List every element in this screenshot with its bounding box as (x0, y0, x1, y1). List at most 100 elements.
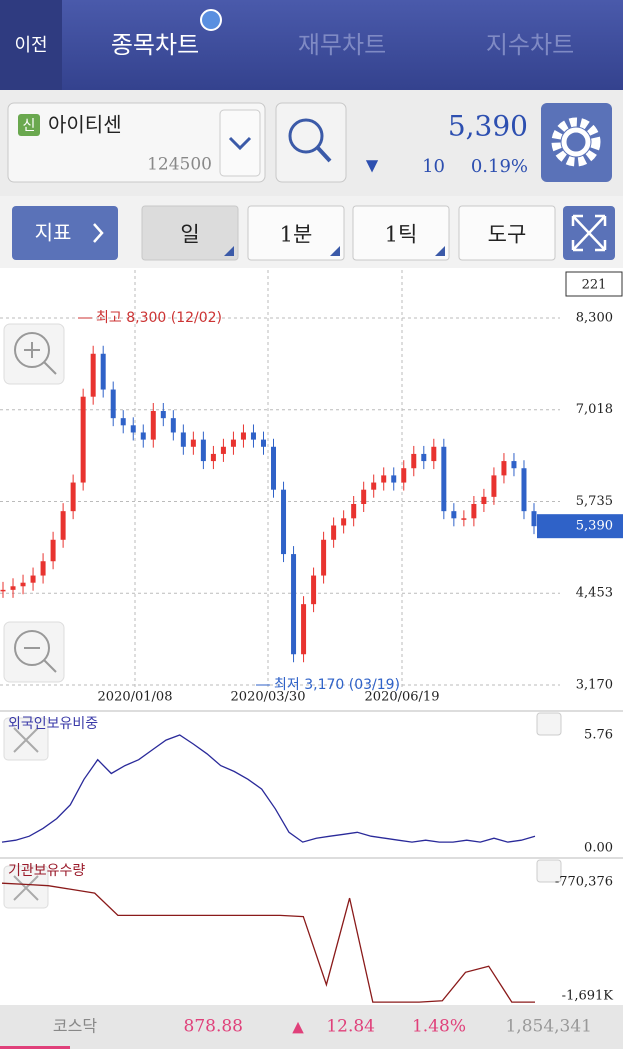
count-box (565, 271, 623, 297)
tab-badge (200, 9, 222, 31)
candle (180, 432, 186, 447)
y-tick-label: 0.00 (584, 841, 613, 856)
sub-title: 기관보유수량 (8, 863, 85, 879)
candle (0, 589, 6, 592)
back-label[interactable]: 이전 (14, 35, 47, 56)
candle (200, 439, 206, 462)
change-rate: 0.19% (471, 156, 528, 177)
candle (50, 539, 56, 562)
resize-button[interactable] (536, 712, 562, 736)
zoom-icon (24, 647, 57, 673)
candle (271, 446, 277, 490)
candle (30, 575, 36, 583)
sign: ▲ (292, 1018, 304, 1036)
candle (230, 439, 236, 447)
candle (311, 575, 317, 605)
period-label[interactable]: 일 (180, 223, 199, 247)
x-tick-label: 2020/03/30 (231, 690, 306, 705)
candle (411, 453, 417, 469)
candle (431, 446, 437, 462)
y-tick-label: 5.76 (584, 728, 613, 743)
settings-button[interactable] (541, 103, 612, 182)
volume: 1,854,341 (505, 1017, 592, 1037)
candle (381, 475, 387, 483)
candle (371, 482, 377, 490)
candle (40, 561, 46, 576)
period-button[interactable] (458, 205, 556, 261)
period-label[interactable]: 1분 (280, 223, 313, 247)
search-button[interactable] (275, 102, 347, 183)
candle (130, 425, 136, 433)
expand-icon (571, 214, 607, 252)
candle (281, 489, 287, 555)
change-sign: ▼ (366, 156, 379, 175)
candle (391, 475, 397, 483)
y-tick-label: 5,735 (576, 494, 613, 509)
candle (190, 439, 196, 447)
period-button[interactable] (141, 205, 239, 261)
candle (421, 453, 427, 462)
indicator-label[interactable]: 지표 (35, 221, 72, 245)
y-tick-label: 4,453 (576, 586, 613, 601)
candle (301, 604, 307, 655)
corner-mark (435, 246, 445, 256)
candle (250, 432, 256, 440)
dropdown[interactable] (219, 109, 261, 177)
gear-icon (561, 127, 591, 157)
index-rate: 1.48% (412, 1017, 466, 1037)
x-tick-label: 2020/06/19 (365, 690, 440, 705)
period-button[interactable] (247, 205, 345, 261)
candle (60, 511, 66, 540)
candle (511, 461, 517, 469)
candle (491, 475, 497, 497)
candle (10, 586, 16, 590)
count: 221 (582, 278, 607, 293)
badge (18, 114, 40, 136)
candle (100, 353, 106, 390)
series-line (1, 882, 535, 1003)
index: 878.88 (184, 1017, 243, 1037)
x-tick-label: 2020/01/08 (98, 690, 173, 705)
current-price-box (537, 514, 623, 539)
candle (170, 418, 176, 433)
candle (70, 482, 76, 512)
back-button[interactable] (0, 0, 62, 90)
candle (521, 468, 527, 512)
search-icon (316, 146, 332, 163)
y-tick-label: 3,170 (576, 678, 613, 693)
candle (260, 439, 266, 447)
period-label[interactable]: 도구 (488, 223, 527, 247)
candle (451, 511, 457, 519)
candle (331, 525, 337, 540)
y-tick-label: -1,691K (562, 989, 614, 1004)
market: 코스닥 (53, 1017, 97, 1036)
tab[interactable]: 종목차트 (111, 31, 199, 59)
candle (220, 446, 226, 454)
candle (501, 461, 507, 476)
candle (20, 582, 26, 587)
candle (401, 468, 407, 483)
close-icon (13, 727, 39, 753)
candle (351, 504, 357, 519)
tab[interactable]: 지수차트 (486, 31, 574, 59)
indicator-button[interactable] (12, 206, 118, 260)
tab[interactable]: 재무차트 (298, 31, 386, 59)
candle (461, 518, 467, 520)
stock-code: 124500 (147, 155, 212, 175)
current-price: 5,390 (576, 519, 613, 534)
candle (291, 554, 297, 655)
price: 5,390 (448, 110, 528, 143)
candle (240, 432, 246, 440)
resize-button[interactable] (536, 859, 562, 883)
candle (341, 518, 347, 526)
candle (321, 539, 327, 576)
candle (160, 411, 166, 419)
footer (0, 1005, 623, 1049)
corner-mark (224, 246, 234, 256)
period-button[interactable] (352, 205, 450, 261)
period-label[interactable]: 1틱 (385, 223, 418, 247)
stock-box[interactable] (7, 102, 266, 183)
corner-mark (330, 246, 340, 256)
zoom-icon (24, 342, 57, 375)
